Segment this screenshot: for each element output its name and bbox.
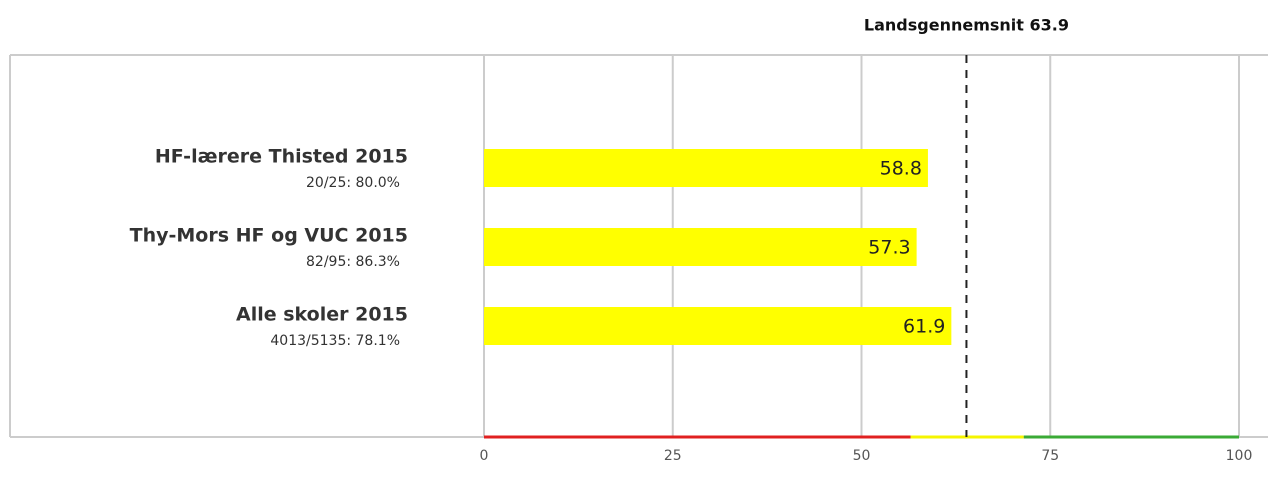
- x-tick-label: 25: [664, 448, 682, 464]
- reference-line-label: Landsgennemsnit 63.9: [864, 16, 1069, 35]
- x-tick-label: 50: [853, 448, 871, 464]
- category-subtitle: 20/25: 80.0%: [306, 175, 400, 191]
- x-axis-ticks: 0 25 50 75 100: [480, 448, 1253, 464]
- bar: [484, 149, 928, 187]
- reference-line-group: Landsgennemsnit 63.9: [864, 16, 1069, 437]
- x-tick-label: 0: [480, 448, 489, 464]
- bar-value-label: 61.9: [903, 316, 945, 338]
- category-subtitle: 82/95: 86.3%: [306, 254, 400, 270]
- category-title: HF-lærere Thisted 2015: [155, 146, 408, 168]
- category-subtitle: 4013/5135: 78.1%: [270, 333, 400, 349]
- x-tick-label: 75: [1041, 448, 1059, 464]
- x-tick-label: 100: [1226, 448, 1253, 464]
- bar-value-label: 57.3: [868, 237, 910, 259]
- bars: 58.8 57.3 61.9: [484, 149, 952, 345]
- category-title: Thy-Mors HF og VUC 2015: [130, 225, 408, 247]
- bar: [484, 307, 952, 345]
- category-labels: HF-lærere Thisted 2015 20/25: 80.0% Thy-Mo…: [130, 146, 408, 350]
- bar-value-label: 58.8: [880, 158, 922, 180]
- category-title: Alle skoler 2015: [236, 304, 408, 326]
- bar: [484, 228, 917, 266]
